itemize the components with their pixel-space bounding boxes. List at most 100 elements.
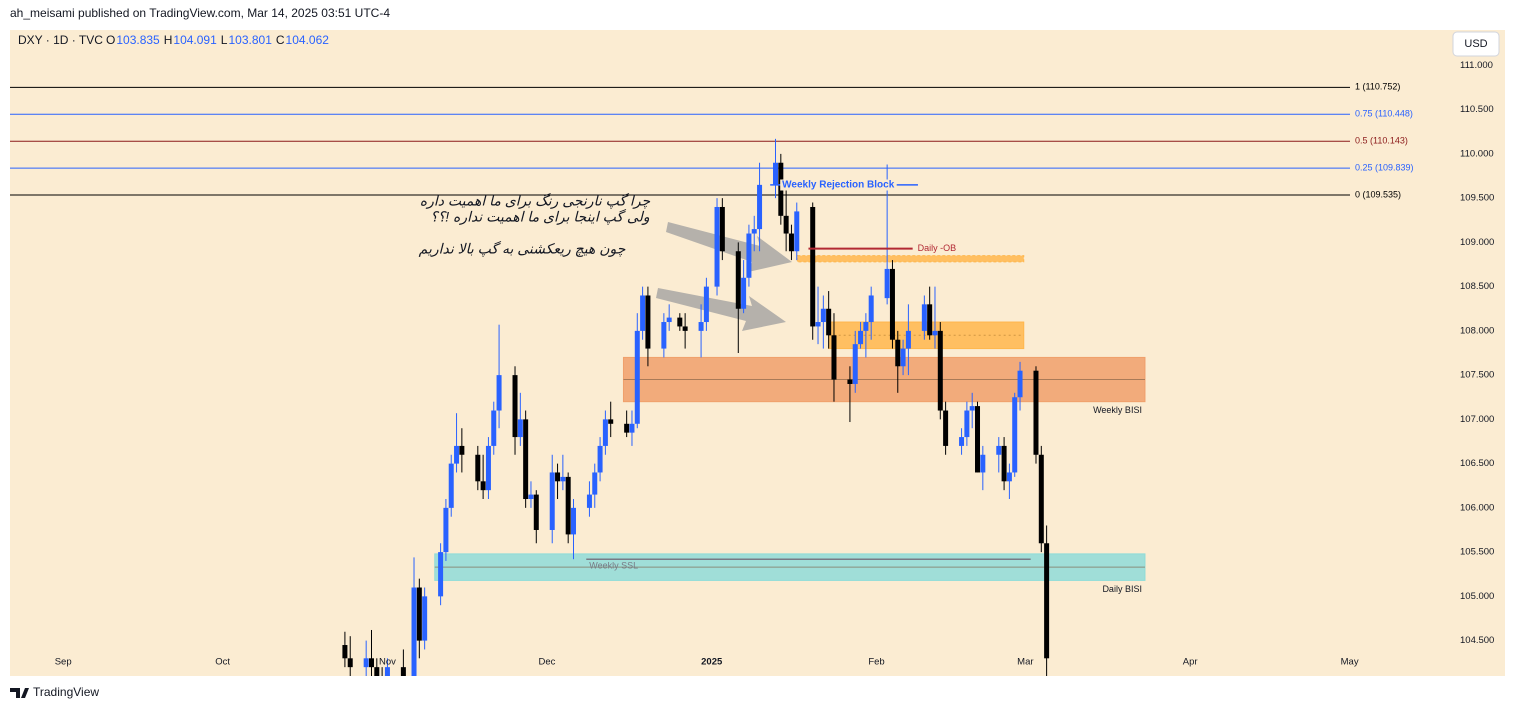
candle-body	[996, 445, 1002, 455]
candle-body	[863, 322, 869, 331]
candle-body	[629, 423, 635, 433]
y-tick-label: 108.000	[1460, 325, 1494, 336]
candle-body	[480, 481, 486, 491]
x-tick-label: 2025	[701, 657, 723, 668]
annotation: چون هیچ ریعکشنی به گپ بالا نداریم	[419, 241, 626, 258]
x-tick-label: May	[1341, 657, 1359, 668]
candle-body	[592, 472, 598, 495]
candle-body	[485, 445, 491, 491]
y-tick-label: 104.500	[1460, 635, 1494, 646]
candle-body	[1033, 370, 1039, 455]
x-tick-label: Apr	[1183, 657, 1198, 668]
candle-body	[714, 206, 720, 287]
arrow	[656, 288, 786, 331]
x-tick-label: Sep	[55, 657, 72, 668]
candle-body	[400, 667, 406, 676]
ohlc-legend: O 103.835 H 104.091 L 103.801 C 104.062	[106, 33, 329, 47]
candle-body	[384, 667, 390, 676]
candle-body	[889, 268, 895, 340]
annotation: چرا گپ نارنجی رنگ برای ما اهمیت داره	[420, 193, 651, 210]
y-tick-label: 109.500	[1460, 193, 1494, 204]
candle-body	[363, 658, 369, 668]
x-tick-label: Nov	[379, 657, 396, 668]
zone-label: Weekly BISI	[1093, 405, 1142, 415]
x-tick-label: Feb	[868, 657, 884, 668]
candle-body	[597, 445, 603, 473]
ohlc-value: 104.062	[286, 33, 330, 47]
candle-body	[677, 317, 683, 327]
candle-body	[416, 587, 422, 641]
candle-body	[586, 494, 592, 508]
candle-body	[735, 251, 741, 309]
candle-body	[757, 184, 763, 230]
candle-body	[905, 330, 911, 349]
candle-body	[937, 330, 943, 411]
y-tick-label: 109.000	[1460, 237, 1494, 248]
candle-body	[602, 419, 608, 446]
currency[interactable]: USD	[1464, 38, 1487, 50]
candle-body	[975, 406, 981, 473]
candle-body	[858, 330, 864, 345]
candle-body	[666, 317, 672, 323]
candle-body	[815, 322, 821, 327]
annotation: ولی گپ اینجا برای ما اهمیت نداره !؟؟	[430, 209, 649, 226]
segment-label: Weekly SSL	[589, 561, 638, 571]
ohlc-value: 103.801	[228, 33, 272, 47]
y-tick-label: 107.000	[1460, 414, 1494, 425]
ohlc-value: 104.091	[173, 33, 217, 47]
candle-body	[528, 494, 534, 500]
y-tick-label: 106.000	[1460, 502, 1494, 513]
candle-body	[831, 335, 837, 380]
candle-body	[1012, 397, 1018, 473]
fib-label: 1 (110.752)	[1355, 82, 1400, 92]
candle-body	[741, 277, 747, 309]
candle-body	[1006, 472, 1012, 482]
x-tick-label: Dec	[538, 657, 555, 668]
ohlc-key: L	[221, 33, 228, 47]
y-tick-label: 110.500	[1460, 104, 1494, 115]
candle-body	[1038, 454, 1044, 544]
footer-brand: TradingView	[33, 685, 99, 699]
candle-body	[682, 326, 688, 331]
candle-body	[943, 410, 949, 446]
y-tick-label: 106.500	[1460, 458, 1494, 469]
candle-body	[1017, 370, 1023, 398]
candle-body	[459, 445, 465, 455]
segment-label: Daily -OB	[918, 243, 957, 253]
candle-body	[406, 703, 411, 711]
candle-body	[454, 445, 460, 464]
segment-label: Weekly Rejection Block	[782, 180, 895, 191]
x-tick-label: Oct	[215, 657, 230, 668]
candle-body	[788, 233, 794, 252]
plot-area	[10, 86, 1350, 711]
candle-body	[698, 322, 704, 331]
candle-body	[533, 494, 539, 530]
candle-body	[751, 229, 757, 234]
candle-body	[560, 476, 566, 482]
candle-body	[895, 339, 901, 367]
candle-body	[475, 454, 481, 482]
candle-body	[847, 379, 853, 384]
candle-body	[570, 507, 576, 535]
y-tick-label: 105.000	[1460, 591, 1494, 602]
candle-body	[496, 375, 502, 411]
candle-body	[422, 596, 428, 641]
candle-body	[810, 206, 816, 327]
candle-body	[368, 658, 374, 668]
arrow	[666, 222, 792, 272]
candle-body	[932, 330, 938, 336]
candle-body	[1044, 543, 1050, 659]
y-tick-label: 111.000	[1460, 60, 1493, 71]
candle-body	[980, 454, 986, 473]
candle-body	[773, 162, 779, 185]
fib-label: 0.25 (109.839)	[1355, 163, 1414, 173]
candle-body	[703, 286, 709, 323]
candle-body	[884, 268, 890, 299]
candle-body	[826, 308, 832, 336]
publisher: ah_meisami published on TradingView.com,…	[10, 6, 390, 20]
currency-button[interactable]	[1452, 31, 1500, 57]
candle-body	[783, 215, 789, 234]
candle-body	[448, 463, 454, 508]
